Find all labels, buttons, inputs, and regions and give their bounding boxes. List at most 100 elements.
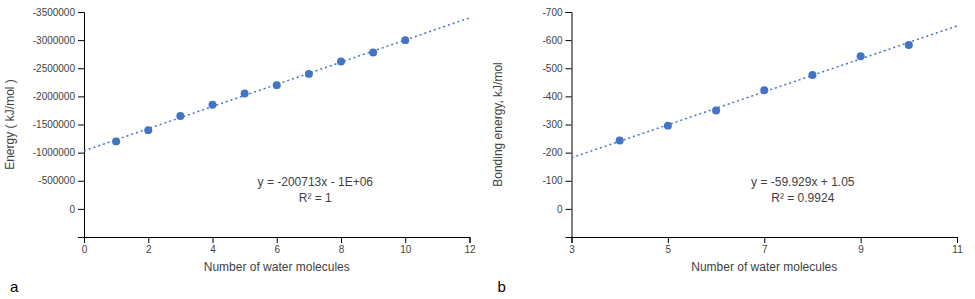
panel-label: a [10,278,19,295]
x-tick-label: 10 [400,244,412,255]
y-tick-mark [78,153,84,154]
x-tick: 4 [210,237,216,255]
point [905,41,913,49]
plot-area [84,18,470,151]
point [112,137,120,145]
annotation: y = -200713x - 1E+06 [258,175,374,189]
x-tick-mark [470,237,471,243]
y-tick-label: -600 [542,35,562,46]
x-tick: 11 [952,237,963,255]
x-tick-mark [341,237,342,243]
y-axis-title: Bonding energy, kJ/mol [491,62,505,187]
y-tick-label: -3500000 [33,7,76,18]
x-tick: 5 [666,237,672,255]
y-axis: 0-100-200-300-400-500-600-700 [542,7,572,238]
y-axis-line [566,13,573,238]
y-tick: -100 [542,175,571,186]
x-axis-line [85,238,471,244]
x-tick-mark [277,237,278,243]
y-tick-label: -2000000 [33,91,76,102]
x-tick: 10 [400,237,412,255]
y-tick-mark [566,12,572,13]
point [209,101,217,109]
y-tick-label: 0 [69,204,75,215]
x-tick-mark [213,237,214,243]
y-tick: -3000000 [33,35,84,46]
x-axis-line [572,238,958,244]
y-tick-mark [78,209,84,210]
point [664,122,672,130]
y-tick-mark [566,68,572,69]
x-tick-mark [668,237,669,243]
y-tick-mark [78,181,84,182]
y-tick-label: -400 [542,91,562,102]
point [241,90,249,98]
x-tick-mark [861,237,862,243]
x-tick-label: 6 [274,244,280,255]
x-axis: 3 5 7 9 11 [569,237,963,255]
point [144,126,152,134]
y-axis-title: Energy ( kJ/mol ) [3,79,17,170]
y-tick-mark [566,125,572,126]
point [616,137,624,145]
point [712,106,720,114]
point [305,70,313,78]
trendline [84,18,470,151]
y-tick: -200 [542,147,571,158]
x-tick-label: 0 [82,244,88,255]
annotation: y = -59.929x + 1.05 [751,175,855,189]
x-tick: 3 [569,237,575,255]
y-tick: -400 [542,91,571,102]
x-tick: 0 [82,237,88,255]
x-tick-mark [764,237,765,243]
point [337,58,345,66]
x-tick: 8 [339,237,345,255]
y-tick-mark [78,40,84,41]
y-axis: 0 -500000 -1000000 -1500000 -2000000 -2500000… [33,7,85,238]
y-tick-label: -500 [542,63,562,74]
x-tick: 9 [858,237,864,255]
annotation: R² = 0.9924 [771,191,834,205]
x-axis-title: Number of water molecules [691,260,837,274]
plot-area [572,26,958,158]
y-tick-label: -200 [542,147,562,158]
point [273,81,281,89]
y-tick-mark [566,209,572,210]
y-tick: -1000000 [33,147,84,158]
annotation: R² = 1 [299,191,332,205]
x-tick-label: 9 [858,244,864,255]
y-tick: -1500000 [33,119,84,130]
y-tick: -2000000 [33,91,84,102]
x-tick-label: 12 [464,244,476,255]
point [857,52,865,60]
y-tick-mark [78,68,84,69]
y-tick: -500000 [38,175,84,186]
x-tick-label: 2 [146,244,152,255]
y-tick-label: -3000000 [33,35,76,46]
x-tick: 2 [146,237,152,255]
y-tick-label: -2500000 [33,63,76,74]
y-tick-mark [566,153,572,154]
y-tick-mark [78,96,84,97]
y-tick-label: -300 [542,119,562,130]
x-tick-mark [405,237,406,243]
y-tick: 0 [557,204,572,215]
y-tick: -2500000 [33,63,84,74]
y-tick-label: -100 [542,175,562,186]
y-tick-label: -1500000 [33,119,76,130]
panel: 0 2 4 6 8 10 12 0 -500000 -1000000 -1500000 -200000… [3,7,476,274]
x-tick: 7 [762,237,768,255]
y-axis-line [78,13,85,238]
y-tick-mark [566,96,572,97]
y-tick: -3500000 [33,7,84,18]
x-tick-label: 3 [569,244,575,255]
y-tick-mark [78,12,84,13]
y-tick-label: -1000000 [33,147,76,158]
point [401,36,409,44]
x-tick-mark [957,237,958,243]
point [176,112,184,120]
y-tick: -300 [542,119,571,130]
x-tick-label: 7 [762,244,768,255]
trendline [572,26,958,158]
panel: 3579110-100-200-300-400-500-600-700y = -… [491,7,964,274]
